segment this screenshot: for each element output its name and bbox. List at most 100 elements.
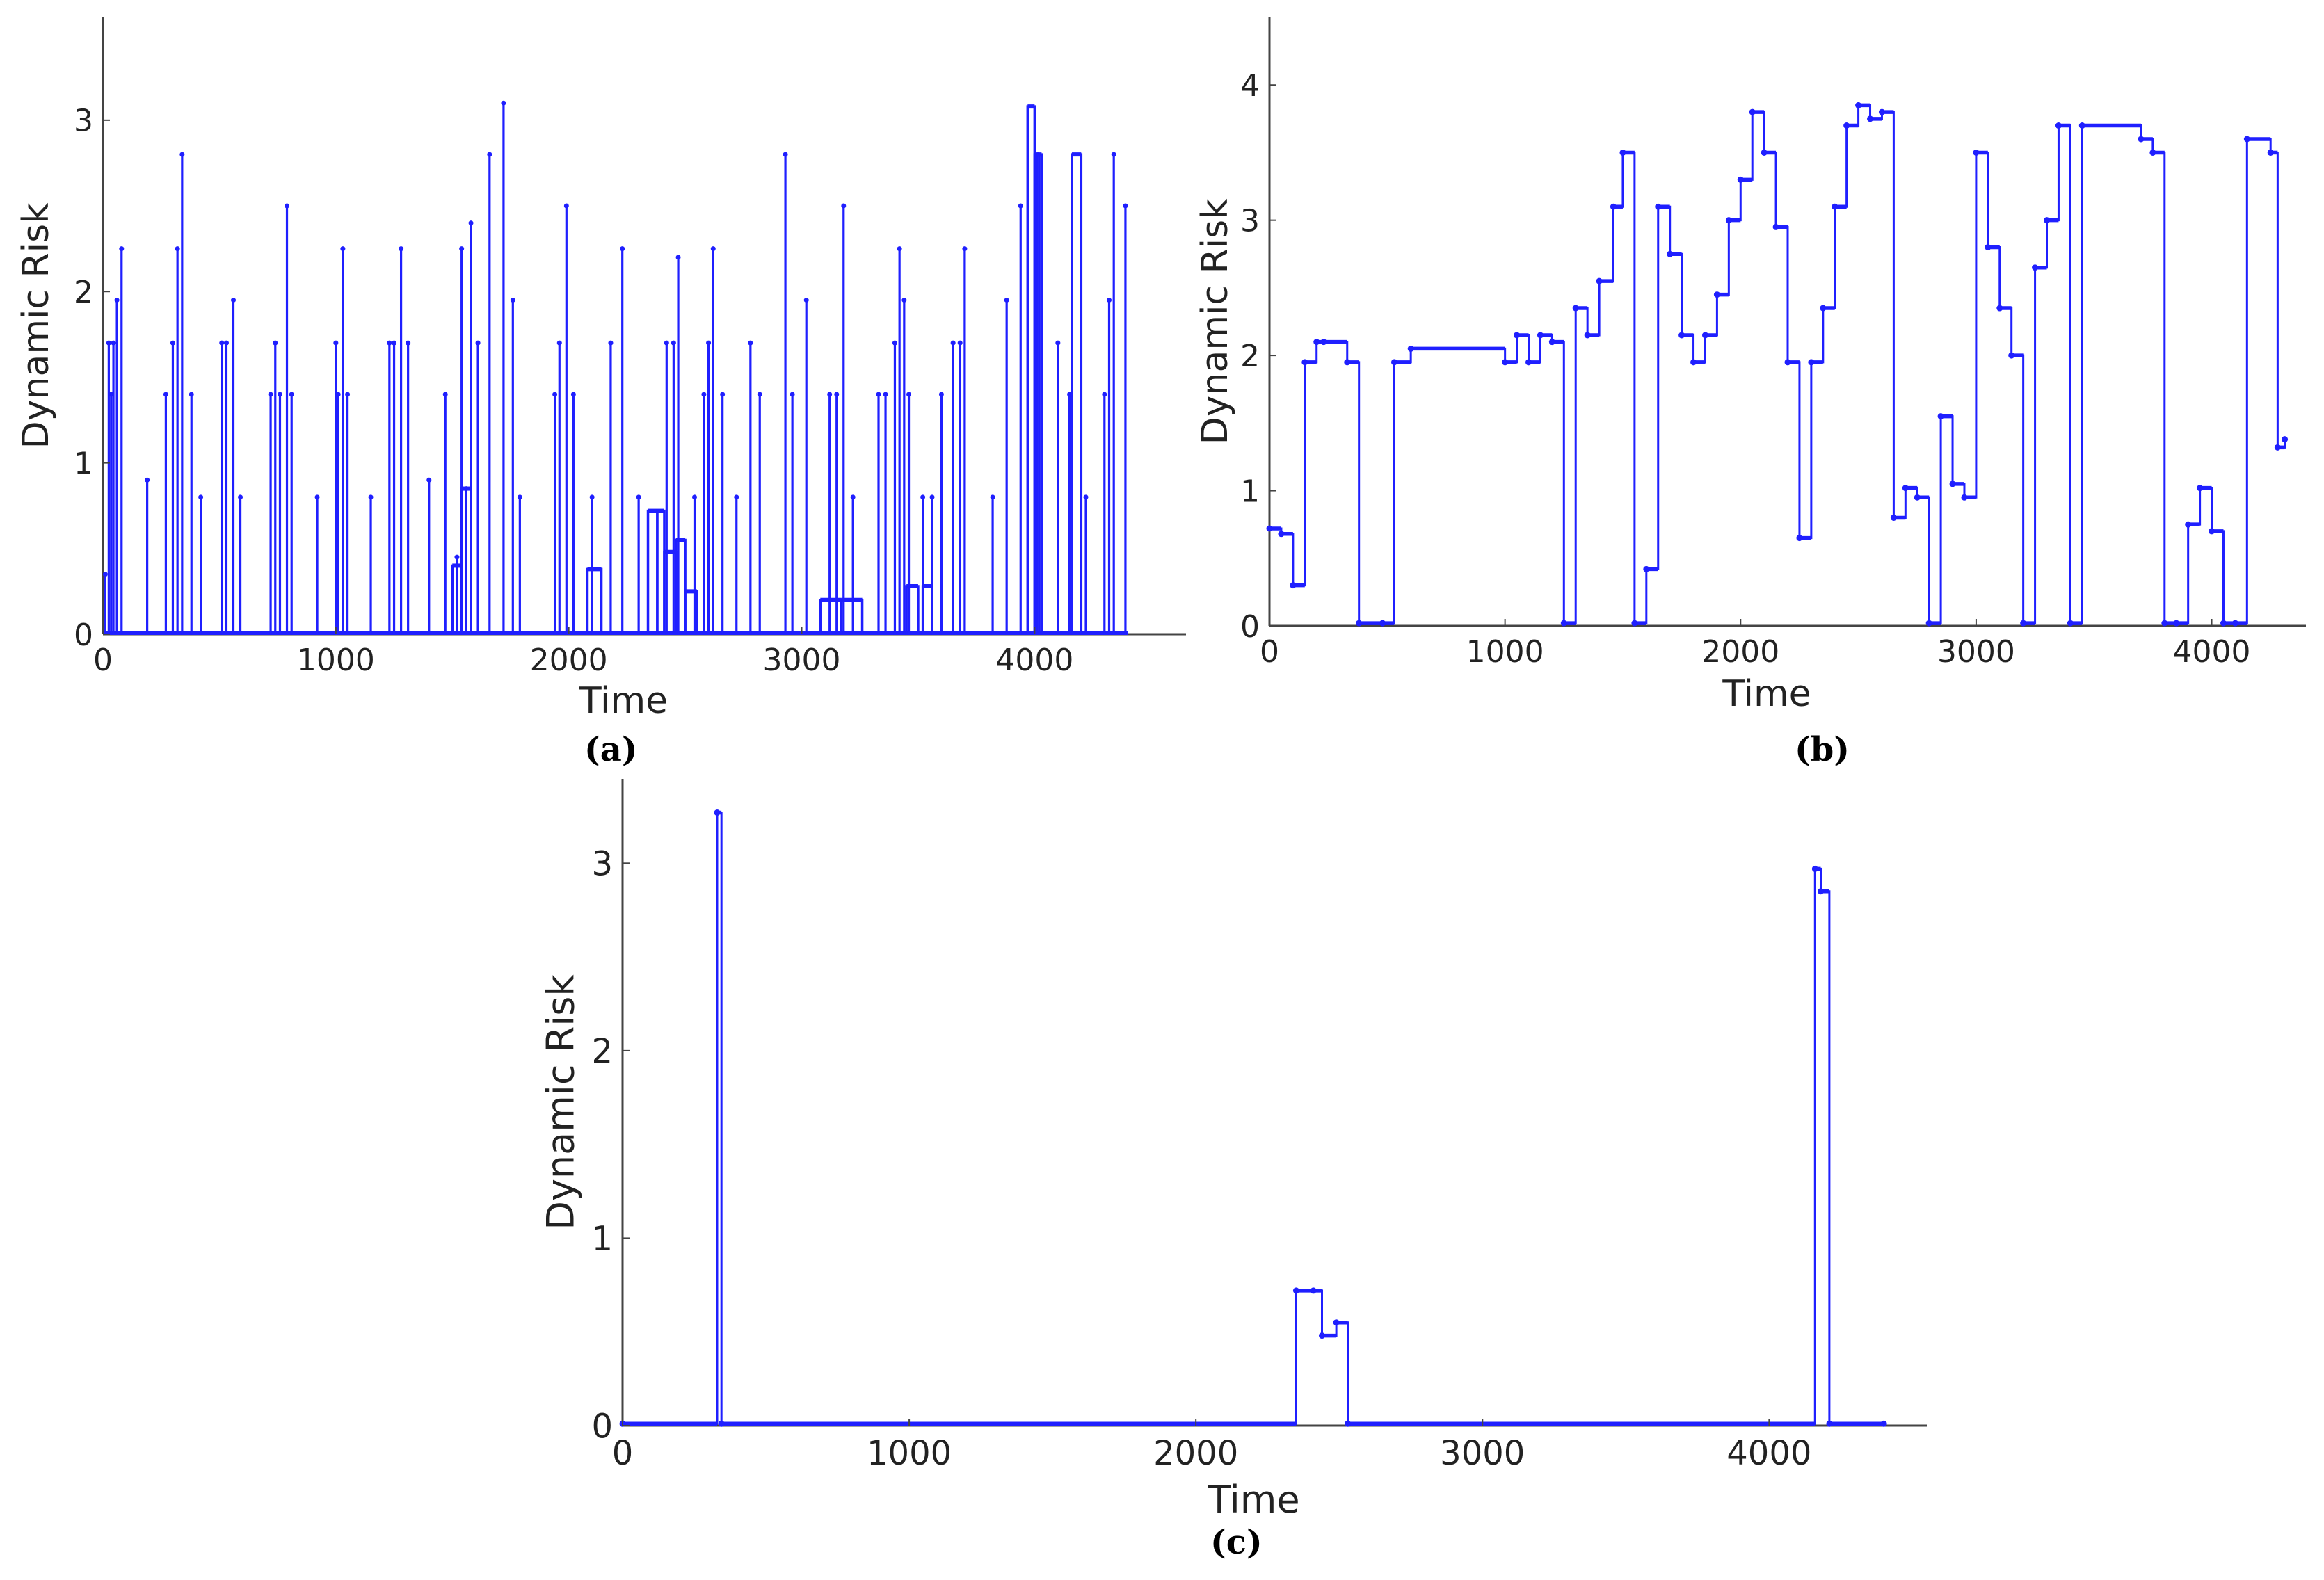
chart-b-point bbox=[2274, 444, 2281, 451]
chart-b-point bbox=[2055, 122, 2062, 129]
chart-b-point bbox=[2220, 620, 2227, 627]
chart-a-spike-point bbox=[790, 392, 795, 397]
chart-b-point bbox=[1902, 485, 1909, 492]
chart-a-spike-point bbox=[957, 340, 963, 346]
chart-a-spike-point bbox=[990, 494, 995, 500]
chart-b-point bbox=[1878, 108, 1885, 115]
chart-a-spike-point bbox=[556, 340, 562, 346]
chart-c-x-tick-label: 0 bbox=[612, 1434, 634, 1473]
chart-c-point bbox=[1318, 1332, 1325, 1339]
chart-a-spike-point bbox=[636, 494, 641, 500]
chart-a-block bbox=[586, 567, 603, 634]
chart-c-x-tick-label: 3000 bbox=[1440, 1434, 1525, 1473]
chart-b-point bbox=[1690, 359, 1697, 366]
chart-a-spike-point bbox=[163, 392, 168, 397]
chart-b-svg: 0 1000 2000 3000 4000 0 1 2 3 4 Time Dynamic Risk bbox=[1194, 17, 2306, 715]
chart-a-spike-point bbox=[710, 246, 716, 252]
chart-b-point bbox=[1266, 525, 1273, 532]
chart-b-point bbox=[2149, 149, 2156, 156]
chart-a-spike-point bbox=[1018, 203, 1023, 209]
chart-b-point bbox=[1937, 413, 1944, 420]
chart-c-point bbox=[1310, 1287, 1317, 1294]
chart-a-spike-point bbox=[962, 246, 968, 252]
chart-c-point bbox=[718, 1420, 725, 1427]
chart-a-spike-point bbox=[1123, 203, 1128, 209]
chart-b-point bbox=[1278, 531, 1285, 538]
chart-b-point bbox=[1725, 217, 1732, 224]
chart-b-point bbox=[1525, 359, 1532, 366]
chart-a-spike-point bbox=[783, 152, 788, 157]
chart-a-spike-point bbox=[289, 392, 294, 397]
chart-b-point bbox=[1985, 244, 1992, 251]
chart-a-spike-point bbox=[841, 203, 847, 209]
chart-a-spike-point bbox=[114, 298, 120, 303]
chart-b-point bbox=[1914, 494, 1921, 501]
chart-a-spike-point bbox=[608, 340, 614, 346]
chart-panel-a: 0 1000 2000 3000 4000 0 1 2 3 Time Dynamic Risk (a… bbox=[0, 0, 1196, 786]
chart-b-point bbox=[1973, 149, 1980, 156]
chart-b-point bbox=[1737, 176, 1744, 183]
chart-b-point bbox=[2067, 620, 2074, 627]
chart-a-spike-point bbox=[720, 392, 726, 397]
chart-b-series bbox=[1266, 102, 2289, 627]
chart-a-spike-point bbox=[273, 340, 278, 346]
chart-a-spike-point bbox=[734, 494, 739, 500]
chart-a-spike-point bbox=[1083, 494, 1089, 500]
chart-c-caption: (c) bbox=[1210, 1523, 1263, 1562]
chart-b-point bbox=[2008, 352, 2015, 359]
chart-a-spike-point bbox=[106, 340, 111, 346]
chart-a-spike-point bbox=[1107, 298, 1112, 303]
chart-b-x-tick-label: 0 bbox=[1260, 634, 1279, 670]
chart-b-y-tick-label: 4 bbox=[1240, 68, 1260, 104]
chart-b-x-tick-label: 2000 bbox=[1701, 634, 1779, 670]
chart-a-spike-point bbox=[175, 246, 180, 252]
chart-a-spike-point bbox=[510, 298, 515, 303]
chart-a-spike-point bbox=[906, 392, 912, 397]
chart-a-spike-point bbox=[119, 246, 125, 252]
chart-c-point bbox=[1345, 1420, 1352, 1427]
chart-a-spike-point bbox=[1004, 298, 1009, 303]
chart-a-spike-point bbox=[468, 220, 474, 226]
chart-b-point bbox=[1996, 305, 2003, 312]
chart-a-spike-point bbox=[1111, 152, 1116, 157]
chart-a-spike-point bbox=[406, 340, 411, 346]
chart-a-spike-point bbox=[268, 392, 273, 397]
chart-a-spike-point bbox=[850, 494, 856, 500]
chart-b-point bbox=[1596, 277, 1603, 284]
chart-a-spike-point bbox=[563, 203, 569, 209]
chart-a-svg: 0 1000 2000 3000 4000 0 1 2 3 Time Dynamic Risk bbox=[15, 17, 1186, 722]
chart-a-spike-point bbox=[620, 246, 625, 252]
chart-c-x-tick-label: 1000 bbox=[867, 1434, 952, 1473]
chart-b-point bbox=[1667, 250, 1674, 257]
chart-c-y-tick-label: 2 bbox=[591, 1032, 613, 1071]
chart-a-spike-point bbox=[231, 298, 237, 303]
chart-a-x-tick-label: 2000 bbox=[530, 643, 608, 678]
chart-b-y-tick-label: 2 bbox=[1240, 339, 1260, 374]
chart-a-block bbox=[1071, 153, 1083, 634]
chart-a-spike-point bbox=[706, 340, 712, 346]
chart-a-spike-point bbox=[892, 340, 897, 346]
chart-a-spike-point bbox=[111, 340, 116, 346]
chart-b-point bbox=[1925, 620, 1932, 627]
chart-a-x-tick-label: 1000 bbox=[297, 643, 375, 678]
chart-b-point bbox=[1949, 481, 1956, 487]
chart-a-spike-point bbox=[368, 494, 374, 500]
chart-b-point bbox=[2032, 264, 2039, 271]
chart-a-spike-point bbox=[459, 246, 465, 252]
chart-a-y-tick-label: 3 bbox=[74, 104, 93, 139]
chart-c-x-axis-label: Time bbox=[1207, 1478, 1299, 1522]
chart-b-point bbox=[1678, 332, 1685, 339]
chart-a-block bbox=[921, 585, 933, 634]
chart-b-y-tick-label: 0 bbox=[1240, 609, 1260, 645]
chart-a-spike-point bbox=[145, 477, 150, 483]
chart-b-point bbox=[2138, 136, 2145, 143]
chart-b-point bbox=[1843, 122, 1850, 129]
chart-b-point bbox=[1832, 203, 1838, 210]
chart-b-point bbox=[1301, 359, 1308, 366]
chart-c-point bbox=[1333, 1319, 1340, 1326]
chart-a-spike-point bbox=[883, 392, 888, 397]
chart-a-spike-point bbox=[701, 392, 707, 397]
chart-b-x-axis-label: Time bbox=[1722, 673, 1811, 715]
chart-b-point bbox=[2197, 485, 2204, 492]
chart-a-series bbox=[102, 100, 1128, 635]
